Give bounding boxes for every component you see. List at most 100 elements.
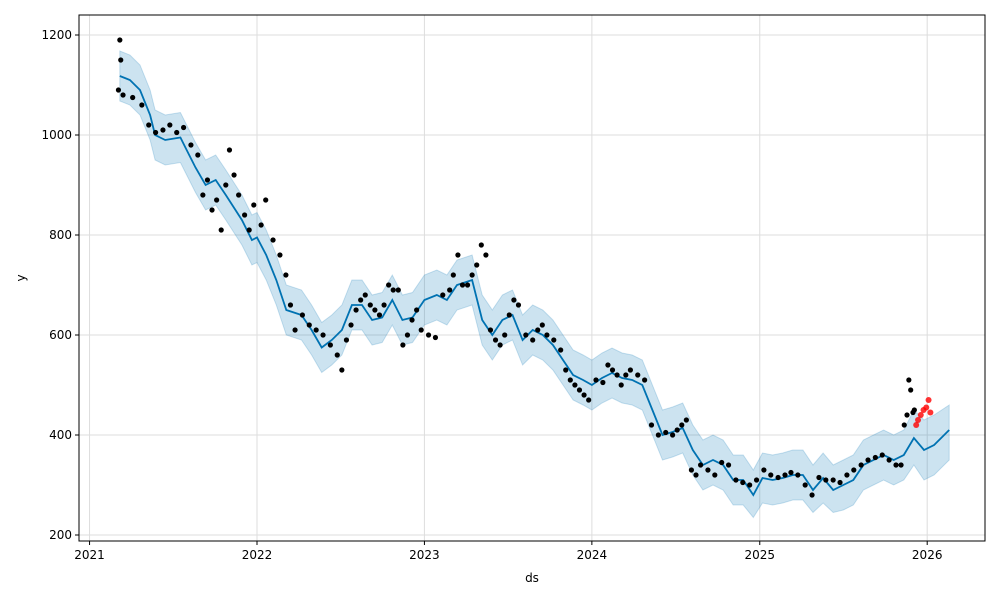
plot-frame bbox=[78, 14, 986, 542]
actual-point bbox=[823, 477, 829, 483]
actual-point bbox=[558, 347, 564, 353]
actual-point bbox=[795, 472, 801, 478]
actual-point bbox=[753, 477, 760, 483]
actual-point bbox=[299, 312, 306, 318]
actual-point bbox=[223, 182, 229, 188]
actual-point bbox=[642, 377, 648, 383]
y-tick-label: 1000 bbox=[41, 128, 72, 142]
actual-point bbox=[283, 272, 289, 278]
actual-point bbox=[455, 252, 461, 258]
actual-point bbox=[367, 302, 373, 308]
x-tick-label: 2023 bbox=[409, 548, 440, 562]
actual-point bbox=[551, 337, 557, 343]
actual-point bbox=[376, 312, 383, 318]
actual-point bbox=[593, 377, 599, 383]
actual-points bbox=[115, 37, 934, 498]
actual-point bbox=[627, 367, 633, 373]
actual-point bbox=[761, 467, 767, 473]
actual-point bbox=[395, 287, 401, 293]
actual-point bbox=[725, 462, 732, 468]
actual-point bbox=[209, 207, 215, 213]
actual-point bbox=[362, 292, 368, 298]
actual-point bbox=[530, 337, 536, 343]
actual-point bbox=[459, 282, 466, 288]
actual-point bbox=[200, 192, 206, 198]
y-tick-label: 800 bbox=[49, 228, 72, 242]
actual-point bbox=[898, 462, 904, 468]
actual-point bbox=[487, 327, 494, 333]
x-tick-label: 2021 bbox=[74, 548, 105, 562]
actual-point bbox=[400, 342, 406, 348]
actual-point bbox=[242, 212, 248, 218]
actual-point bbox=[214, 197, 220, 203]
actual-point bbox=[618, 382, 624, 388]
y-axis: 200 400 600 800 1000 1200 bbox=[41, 28, 79, 542]
actual-point bbox=[567, 377, 573, 383]
actual-point bbox=[816, 474, 822, 481]
y-tick-label: 400 bbox=[49, 428, 72, 442]
future-actual-point bbox=[923, 404, 930, 411]
actual-point bbox=[609, 367, 616, 373]
actual-point bbox=[270, 237, 276, 243]
actual-point bbox=[906, 377, 912, 383]
actual-point bbox=[788, 469, 794, 476]
actual-point bbox=[174, 129, 180, 136]
actual-point bbox=[320, 332, 326, 338]
actual-point bbox=[635, 372, 641, 378]
actual-point bbox=[705, 467, 711, 473]
actual-point bbox=[506, 312, 512, 318]
x-tick-label: 2024 bbox=[577, 548, 608, 562]
actual-point bbox=[251, 202, 257, 208]
actual-point bbox=[115, 87, 122, 93]
actual-point bbox=[492, 337, 499, 343]
actual-point bbox=[246, 227, 252, 233]
actual-point bbox=[117, 37, 123, 43]
actual-point bbox=[809, 492, 815, 498]
actual-point bbox=[180, 124, 187, 131]
actual-point bbox=[188, 142, 194, 148]
actual-point bbox=[893, 462, 899, 468]
x-tick-label: 2026 bbox=[912, 548, 943, 562]
actual-point bbox=[535, 327, 541, 333]
actual-point bbox=[502, 332, 508, 338]
actual-point bbox=[146, 122, 152, 128]
actual-point bbox=[372, 307, 378, 313]
actual-point bbox=[195, 152, 201, 158]
actual-point bbox=[167, 122, 173, 128]
actual-point bbox=[688, 467, 695, 473]
actual-point bbox=[204, 177, 211, 183]
actual-point bbox=[287, 302, 294, 308]
actual-point bbox=[292, 327, 298, 333]
actual-point bbox=[120, 92, 126, 98]
actual-point bbox=[844, 472, 850, 478]
actual-point bbox=[263, 197, 269, 203]
actual-point bbox=[648, 422, 655, 428]
actual-point bbox=[679, 422, 685, 428]
actual-point bbox=[418, 327, 424, 333]
actual-point bbox=[483, 252, 489, 258]
actual-point bbox=[327, 342, 333, 348]
y-axis-label: y bbox=[14, 274, 28, 281]
actual-point bbox=[775, 474, 781, 481]
x-axis: 2021 2022 2023 2024 2025 2026 bbox=[74, 541, 942, 562]
future-actual-point bbox=[925, 397, 932, 403]
actual-point bbox=[474, 262, 480, 268]
forecast-line bbox=[119, 75, 950, 497]
actual-point bbox=[409, 317, 415, 323]
y-tick-label: 200 bbox=[49, 528, 72, 542]
actual-point bbox=[623, 372, 629, 378]
actual-point bbox=[381, 302, 387, 308]
actual-point bbox=[497, 342, 503, 348]
actual-point bbox=[515, 302, 522, 308]
actual-point bbox=[236, 192, 242, 198]
actual-point bbox=[802, 482, 808, 488]
actual-point bbox=[837, 479, 843, 486]
actual-point bbox=[872, 454, 878, 461]
actual-point bbox=[334, 352, 340, 358]
actual-point bbox=[586, 397, 592, 403]
actual-point bbox=[313, 327, 319, 333]
actual-point bbox=[130, 94, 136, 101]
actual-point bbox=[605, 362, 611, 368]
actual-point bbox=[464, 282, 471, 288]
